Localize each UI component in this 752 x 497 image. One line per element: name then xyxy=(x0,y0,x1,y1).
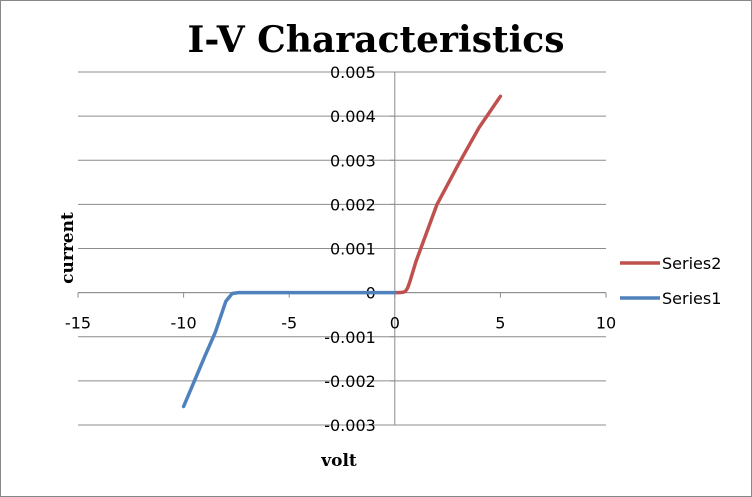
x-tick-label: -5 xyxy=(281,314,297,333)
series-line-series2 xyxy=(393,94,503,295)
y-tick-label: -0.002 xyxy=(324,372,376,391)
y-tick-label: 0.003 xyxy=(330,151,376,170)
x-tick-label: -15 xyxy=(65,314,91,333)
y-tick-label: 0.002 xyxy=(330,195,376,214)
y-tick-label: -0.001 xyxy=(324,328,376,347)
legend-label-series1: Series1 xyxy=(662,289,721,308)
series-line-series1 xyxy=(181,290,397,409)
chart-title: I-V Characteristics xyxy=(188,19,565,61)
series-lines xyxy=(181,94,503,409)
x-tick-label: 0 xyxy=(390,314,400,333)
y-tick-label: 0.004 xyxy=(330,107,376,126)
legend-label-series2: Series2 xyxy=(662,254,721,273)
y-tick-label: -0.003 xyxy=(324,416,376,435)
x-tick-label: 5 xyxy=(495,314,505,333)
legend: Series2 Series1 xyxy=(620,254,721,308)
x-tick-label: 10 xyxy=(596,314,616,333)
y-tick-label: 0.005 xyxy=(330,63,376,82)
y-tick-label: 0.001 xyxy=(330,240,376,259)
x-tick-label: -10 xyxy=(171,314,197,333)
x-axis-title: volt xyxy=(320,451,357,471)
y-axis-title: current xyxy=(58,212,78,284)
